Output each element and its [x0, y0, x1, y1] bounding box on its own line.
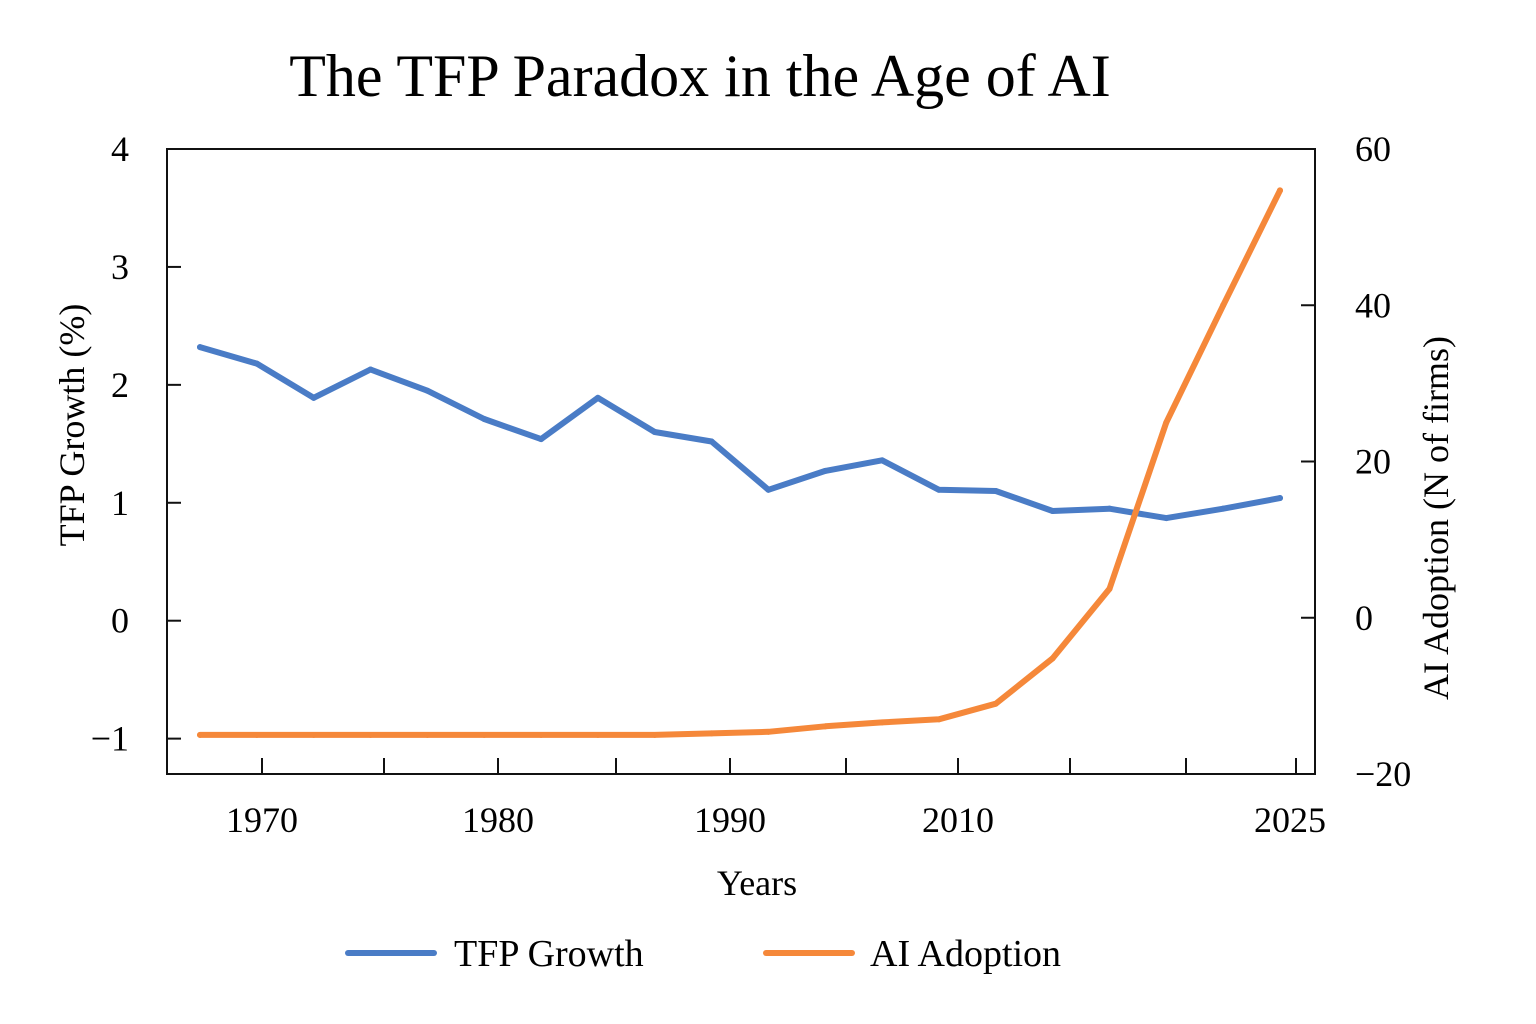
data-point-ai-adoption	[367, 731, 374, 738]
y-left-tick-label: −1	[91, 719, 129, 759]
data-point-ai-adoption	[197, 731, 203, 738]
y-right-tick-label: −20	[1355, 754, 1411, 794]
series-line-ai-adoption	[197, 187, 1283, 738]
y-left-tick-label: 4	[111, 129, 129, 169]
data-point-tfp-growth	[1277, 495, 1283, 502]
data-point-tfp-growth	[1049, 508, 1056, 515]
data-point-ai-adoption	[822, 723, 829, 730]
data-point-ai-adoption	[253, 731, 260, 738]
series-layer	[197, 187, 1283, 738]
y-left-tick-label: 1	[111, 483, 129, 523]
data-point-tfp-growth	[1220, 505, 1227, 512]
data-point-tfp-growth	[538, 436, 545, 443]
data-point-tfp-growth	[879, 457, 886, 464]
y-right-tick-label: 60	[1355, 129, 1391, 169]
data-point-ai-adoption	[594, 731, 601, 738]
data-point-ai-adoption	[935, 716, 942, 723]
x-tick-label: 1970	[226, 800, 298, 840]
y-axis-left-label: TFP Growth (%)	[52, 304, 92, 547]
x-tick-label: 1990	[694, 800, 766, 840]
y-right-tick-label: 40	[1355, 285, 1391, 325]
y-axis-right-label: AI Adoption (N of firms)	[1416, 336, 1456, 700]
data-point-tfp-growth	[310, 394, 317, 401]
data-point-tfp-growth	[1106, 505, 1113, 512]
y-left-tick-label: 2	[111, 365, 129, 405]
y-left-tick-label: 3	[111, 247, 129, 287]
y-left-tick-label: 0	[111, 601, 129, 641]
data-point-ai-adoption	[992, 700, 999, 707]
data-point-ai-adoption	[708, 730, 715, 737]
y-right-tick-label: 20	[1355, 442, 1391, 482]
chart-title: The TFP Paradox in the Age of AI	[289, 43, 1111, 109]
data-point-ai-adoption	[424, 731, 431, 738]
data-point-tfp-growth	[935, 486, 942, 493]
data-point-tfp-growth	[708, 438, 715, 445]
x-axis-label: Years	[717, 863, 797, 903]
series-line-tfp-growth	[197, 344, 1283, 522]
data-point-tfp-growth	[992, 487, 999, 494]
x-tick-label: 2010	[922, 800, 994, 840]
data-point-tfp-growth	[1163, 515, 1170, 522]
plot-frame	[166, 148, 1316, 775]
legend: TFP Growth AI Adoption	[345, 933, 1061, 975]
left-axis-ticks: 4 3 2 1 0 −1	[91, 129, 181, 759]
data-point-tfp-growth	[594, 394, 601, 401]
data-point-ai-adoption	[765, 728, 772, 735]
data-point-tfp-growth	[822, 467, 829, 474]
data-point-ai-adoption	[1277, 187, 1283, 194]
data-point-tfp-growth	[253, 360, 260, 367]
x-tick-label: 2025	[1254, 800, 1326, 840]
data-point-ai-adoption	[1220, 302, 1227, 309]
data-point-ai-adoption	[481, 731, 488, 738]
legend-label-tfp: TFP Growth	[454, 933, 644, 975]
data-point-tfp-growth	[424, 387, 431, 394]
data-point-tfp-growth	[765, 486, 772, 493]
x-axis-ticks: 1970 1980 1990 2010 2025	[226, 758, 1326, 840]
data-point-tfp-growth	[651, 429, 658, 436]
data-point-tfp-growth	[367, 366, 374, 373]
data-point-tfp-growth	[481, 416, 488, 423]
x-tick-label: 1980	[462, 800, 534, 840]
data-point-ai-adoption	[1163, 419, 1170, 426]
data-point-ai-adoption	[1106, 585, 1113, 592]
data-point-ai-adoption	[310, 731, 317, 738]
data-point-ai-adoption	[1049, 655, 1056, 662]
right-axis-ticks: 60 40 20 0 −20	[1301, 129, 1411, 794]
data-point-ai-adoption	[651, 731, 658, 738]
legend-label-ai: AI Adoption	[870, 933, 1061, 975]
y-right-tick-label: 0	[1355, 598, 1373, 638]
data-point-ai-adoption	[879, 719, 886, 726]
data-point-tfp-growth	[197, 344, 203, 351]
data-point-ai-adoption	[538, 731, 545, 738]
